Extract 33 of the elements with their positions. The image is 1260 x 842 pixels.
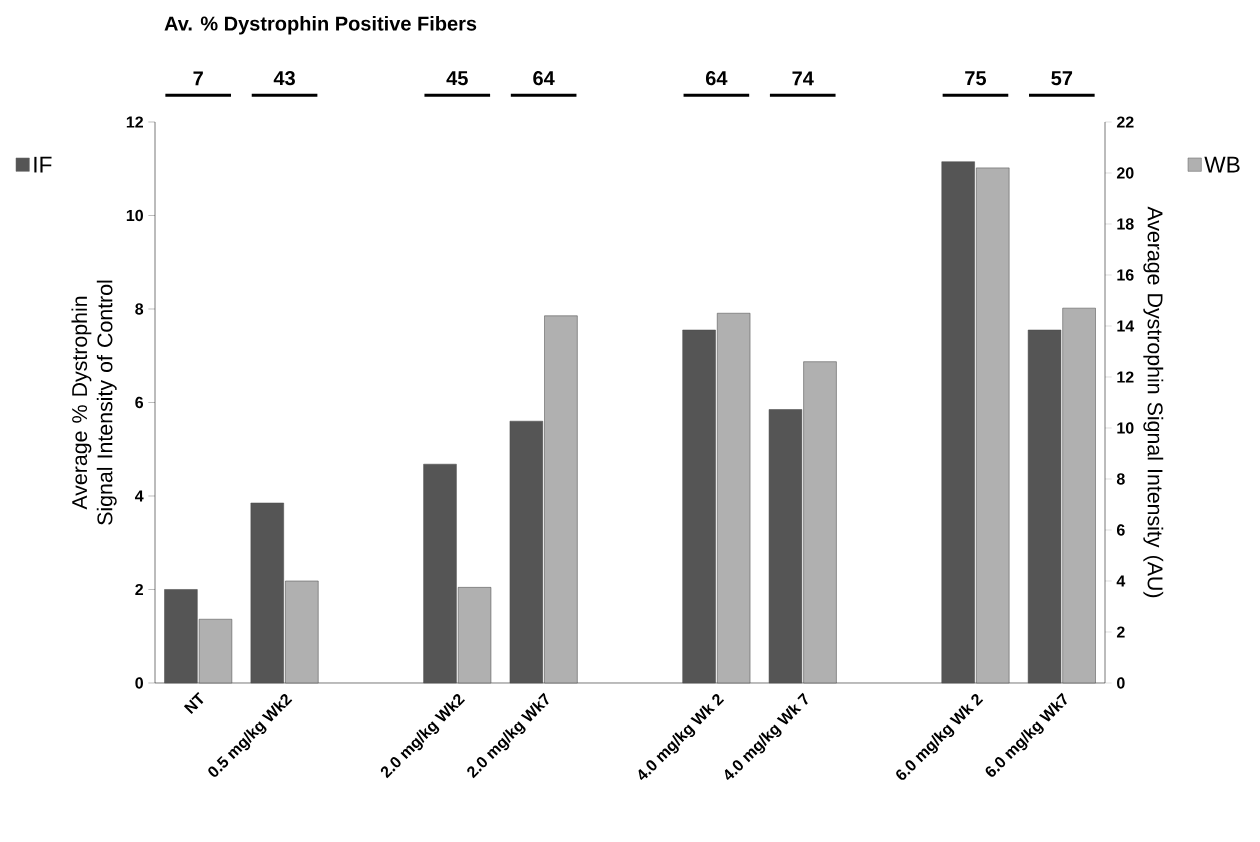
y2-tick-label: 20 [1116,167,1134,179]
y2-axis-title: Average Dystrophin Signal Intensity (AU) [1143,206,1164,598]
y2-tick-label: 2 [1116,626,1125,638]
y2-tick-label: 12 [1117,371,1134,383]
y-tick-label: 2 [135,583,143,596]
text: 74 [792,71,814,86]
y2-tick-label: 16 [1117,269,1134,281]
y-tick-label: 8 [135,303,144,315]
text: 57 [1051,71,1073,86]
y-tick-label: 6 [135,396,144,409]
text: 45 [446,71,468,86]
y2-tick-label: 22 [1116,116,1134,128]
text: 64 [705,71,728,86]
y-tick-label: 4 [134,490,144,502]
x-tick-label: NT [183,692,204,715]
text: Av. % Dystrophin Positive Fibers [164,15,477,35]
y2-tick-label: 6 [1116,524,1125,536]
text: 64 [533,71,555,86]
legend-label: IF [34,156,52,173]
y2-tick-label: 18 [1117,218,1134,230]
y-tick-label: 0 [135,677,143,689]
y2-tick-label: 8 [1116,473,1125,485]
y2-tick-label: 4 [1116,575,1126,587]
y2-tick-label: 10 [1117,422,1134,434]
y2-tick-label: 14 [1117,320,1135,332]
y-tick-label: 10 [126,209,143,222]
text: 75 [965,71,987,86]
legend-label: WB [1204,156,1240,173]
y-tick-label: 12 [126,116,143,128]
y-axis-title: Average % Dystrophin Signal Intensity of Control [71,280,117,525]
text: 43 [273,71,295,86]
text: 7 [193,71,203,86]
y2-tick-label: 0 [1117,677,1125,689]
